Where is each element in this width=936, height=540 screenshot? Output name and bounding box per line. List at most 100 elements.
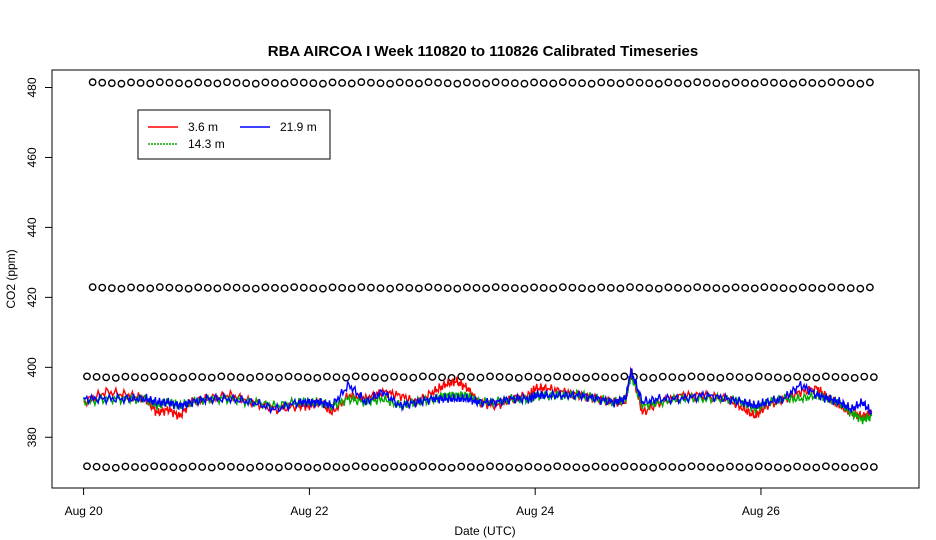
calibration-point xyxy=(188,462,197,471)
calibration-point xyxy=(390,372,398,381)
calibration-point xyxy=(553,462,562,471)
calibration-point xyxy=(620,372,629,381)
calibration-point xyxy=(409,463,418,472)
calibration-point xyxy=(246,373,255,382)
calibration-point xyxy=(601,463,610,471)
calibration-point xyxy=(841,463,849,472)
calibration-point xyxy=(380,373,389,382)
calibration-point xyxy=(543,373,552,382)
calibration-point xyxy=(750,79,759,88)
calibration-point xyxy=(198,463,207,471)
calibration-point xyxy=(155,283,164,292)
y-tick-label: 440 xyxy=(25,217,39,237)
calibration-point xyxy=(395,283,404,292)
calibration-point xyxy=(351,372,360,381)
calibration-point xyxy=(140,463,149,472)
calibration-point xyxy=(370,373,379,382)
calibration-point xyxy=(179,463,187,472)
calibration-point xyxy=(443,284,452,293)
calibration-point xyxy=(831,462,840,471)
calibration-point xyxy=(827,283,836,292)
calibration-point xyxy=(495,462,504,471)
calibration-point xyxy=(798,283,807,292)
calibration-point xyxy=(491,283,500,292)
calibration-point xyxy=(562,462,571,471)
calibration-point xyxy=(194,283,203,292)
calibration-point xyxy=(159,372,168,381)
calibration-point xyxy=(127,78,135,87)
calibration-point xyxy=(159,462,168,471)
calibration-point xyxy=(764,372,773,381)
calibration-point xyxy=(754,372,763,381)
calibration-point xyxy=(731,78,740,87)
calibration-point xyxy=(850,373,859,382)
calibration-point xyxy=(476,463,485,472)
calibration-point xyxy=(242,284,251,293)
calibration-point xyxy=(207,373,216,382)
calibration-point xyxy=(712,79,721,88)
calibration-point xyxy=(668,373,677,382)
calibration-point xyxy=(678,373,686,382)
calibration-point xyxy=(136,79,145,87)
calibration-point xyxy=(674,79,682,87)
calibration-point xyxy=(658,462,667,471)
calibration-point xyxy=(111,373,120,382)
calibration-point xyxy=(472,79,481,87)
calibration-point xyxy=(338,79,347,87)
calibration-point xyxy=(808,284,817,292)
calibration-point xyxy=(582,463,590,472)
calibration-point xyxy=(856,79,865,88)
calibration-point xyxy=(117,284,126,293)
calibration-point xyxy=(236,373,245,382)
calibration-point xyxy=(591,462,600,471)
calibration-point xyxy=(587,79,596,88)
calibration-point xyxy=(726,462,734,471)
calibration-point xyxy=(626,78,634,87)
calibration-point xyxy=(779,284,788,293)
calibration-point xyxy=(687,462,696,471)
x-axis: Aug 20 Aug 22 Aug 24 Aug 26 xyxy=(65,487,780,518)
calibration-point xyxy=(626,283,634,292)
calibration-point xyxy=(482,79,490,88)
calibration-point xyxy=(472,284,481,292)
calibration-point xyxy=(347,79,356,88)
calibration-point xyxy=(601,373,610,382)
calibration-point xyxy=(399,373,408,382)
calibration-point xyxy=(261,78,270,87)
x-tick-label: Aug 22 xyxy=(290,504,328,518)
calibration-point xyxy=(175,79,183,88)
calibration-point xyxy=(578,79,586,88)
calibration-point xyxy=(102,463,111,472)
calibration-point xyxy=(434,283,442,292)
calibration-point xyxy=(284,372,293,381)
calibration-point xyxy=(505,463,514,472)
series-layer xyxy=(82,366,873,425)
calibration-point xyxy=(88,78,97,87)
calibration-point xyxy=(549,79,558,88)
calibration-point xyxy=(380,463,389,472)
calibration-point xyxy=(558,283,567,292)
calibration-point xyxy=(438,463,446,472)
chart-title: RBA AIRCOA I Week 110820 to 110826 Calib… xyxy=(268,43,699,60)
calibration-point xyxy=(568,78,577,87)
calibration-point xyxy=(783,373,792,382)
calibration-point xyxy=(827,78,836,87)
calibration-point xyxy=(271,284,279,292)
calibration-point xyxy=(530,78,538,87)
calibration-point xyxy=(597,78,606,87)
calibration-point xyxy=(179,373,187,382)
calibration-point xyxy=(102,373,111,382)
legend-label: 14.3 m xyxy=(188,137,225,151)
calibration-point xyxy=(865,78,874,87)
calibration-point xyxy=(351,462,360,471)
calibration-point xyxy=(486,372,494,381)
calibration-point xyxy=(146,79,155,88)
calibration-point xyxy=(591,372,600,381)
calibration-point xyxy=(261,283,270,292)
calibration-point xyxy=(457,462,466,471)
calibration-point xyxy=(620,462,629,471)
calibration-point xyxy=(98,283,107,292)
calibration-point xyxy=(865,283,874,292)
calibration-point xyxy=(610,463,619,472)
